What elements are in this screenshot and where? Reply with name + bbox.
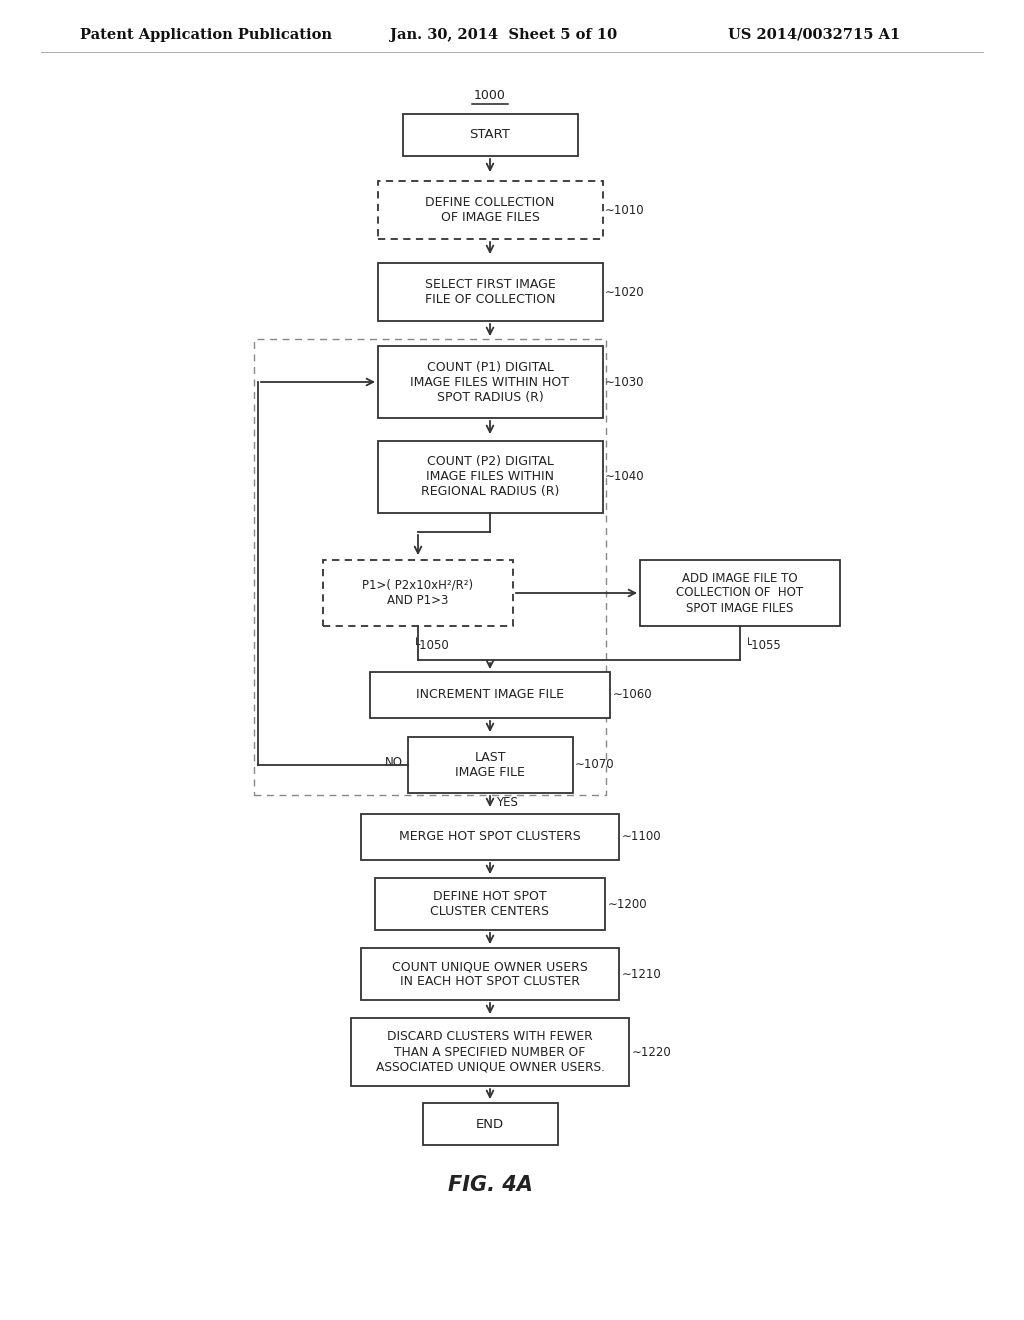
- FancyBboxPatch shape: [378, 263, 602, 321]
- Text: LAST
IMAGE FILE: LAST IMAGE FILE: [455, 751, 525, 779]
- Text: P1>( P2x10xH²/R²)
AND P1>3: P1>( P2x10xH²/R²) AND P1>3: [362, 579, 473, 607]
- Text: US 2014/0032715 A1: US 2014/0032715 A1: [728, 28, 900, 42]
- FancyBboxPatch shape: [378, 441, 602, 513]
- Text: 1000: 1000: [474, 88, 506, 102]
- Text: DEFINE HOT SPOT
CLUSTER CENTERS: DEFINE HOT SPOT CLUSTER CENTERS: [430, 890, 550, 917]
- Text: ∼1200: ∼1200: [608, 898, 647, 911]
- Text: END: END: [476, 1118, 504, 1130]
- Text: └1050: └1050: [413, 639, 450, 652]
- Text: COUNT (P1) DIGITAL
IMAGE FILES WITHIN HOT
SPOT RADIUS (R): COUNT (P1) DIGITAL IMAGE FILES WITHIN HO…: [411, 360, 569, 404]
- Text: SELECT FIRST IMAGE
FILE OF COLLECTION: SELECT FIRST IMAGE FILE OF COLLECTION: [425, 279, 555, 306]
- Text: FIG. 4A: FIG. 4A: [447, 1175, 532, 1195]
- FancyBboxPatch shape: [351, 1018, 629, 1086]
- Text: ∼1020: ∼1020: [605, 285, 645, 298]
- FancyBboxPatch shape: [640, 560, 840, 626]
- Text: START: START: [470, 128, 510, 141]
- FancyBboxPatch shape: [375, 878, 605, 931]
- Text: ∼1100: ∼1100: [622, 830, 662, 843]
- Text: └1055: └1055: [745, 639, 781, 652]
- Text: YES: YES: [496, 796, 518, 809]
- Text: Jan. 30, 2014  Sheet 5 of 10: Jan. 30, 2014 Sheet 5 of 10: [390, 28, 617, 42]
- Text: NO: NO: [385, 755, 403, 768]
- Text: ∼1210: ∼1210: [622, 968, 662, 981]
- FancyBboxPatch shape: [323, 560, 513, 626]
- Text: ∼1010: ∼1010: [605, 203, 645, 216]
- Text: INCREMENT IMAGE FILE: INCREMENT IMAGE FILE: [416, 689, 564, 701]
- Text: ADD IMAGE FILE TO
COLLECTION OF  HOT
SPOT IMAGE FILES: ADD IMAGE FILE TO COLLECTION OF HOT SPOT…: [677, 572, 804, 615]
- FancyBboxPatch shape: [423, 1104, 557, 1144]
- Text: ∼1040: ∼1040: [605, 470, 645, 483]
- FancyBboxPatch shape: [408, 737, 572, 793]
- Text: ∼1030: ∼1030: [605, 375, 644, 388]
- Text: MERGE HOT SPOT CLUSTERS: MERGE HOT SPOT CLUSTERS: [399, 830, 581, 843]
- Text: Patent Application Publication: Patent Application Publication: [80, 28, 332, 42]
- Text: DISCARD CLUSTERS WITH FEWER
THAN A SPECIFIED NUMBER OF
ASSOCIATED UNIQUE OWNER U: DISCARD CLUSTERS WITH FEWER THAN A SPECI…: [376, 1031, 604, 1073]
- Bar: [254, 339, 606, 795]
- FancyBboxPatch shape: [361, 814, 618, 861]
- Text: ∼1070: ∼1070: [575, 759, 614, 771]
- FancyBboxPatch shape: [378, 181, 602, 239]
- FancyBboxPatch shape: [378, 346, 602, 418]
- FancyBboxPatch shape: [361, 948, 618, 1001]
- Text: ∼1060: ∼1060: [613, 689, 652, 701]
- Text: ∼1220: ∼1220: [632, 1045, 672, 1059]
- Text: COUNT (P2) DIGITAL
IMAGE FILES WITHIN
REGIONAL RADIUS (R): COUNT (P2) DIGITAL IMAGE FILES WITHIN RE…: [421, 455, 559, 499]
- FancyBboxPatch shape: [402, 114, 578, 156]
- Text: COUNT UNIQUE OWNER USERS
IN EACH HOT SPOT CLUSTER: COUNT UNIQUE OWNER USERS IN EACH HOT SPO…: [392, 960, 588, 987]
- Text: DEFINE COLLECTION
OF IMAGE FILES: DEFINE COLLECTION OF IMAGE FILES: [425, 195, 555, 224]
- FancyBboxPatch shape: [370, 672, 610, 718]
